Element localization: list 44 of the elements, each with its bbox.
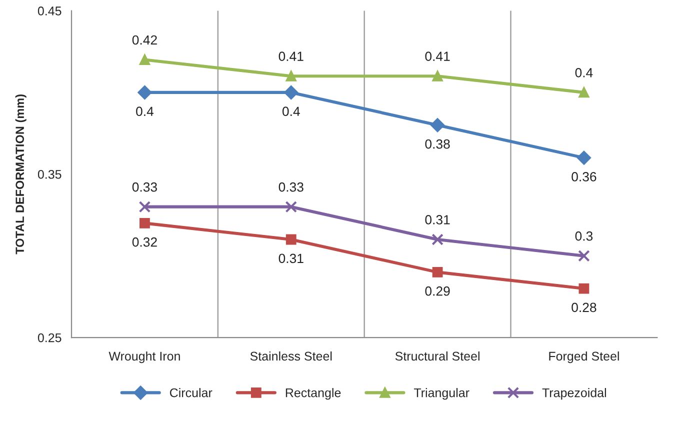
x-tick-label: Stainless Steel — [250, 351, 332, 361]
data-label: 0.4 — [136, 106, 154, 116]
x-tick-label: Forged Steel — [549, 351, 619, 364]
data-label: 0.31 — [425, 215, 450, 224]
point — [138, 200, 151, 213]
data-label: 0.41 — [425, 52, 450, 61]
point — [284, 86, 298, 100]
point — [285, 200, 298, 213]
data-label: 0.33 — [278, 182, 304, 192]
data-label: 0.38 — [425, 139, 450, 149]
point — [140, 54, 150, 65]
legend-label: Circular — [170, 388, 212, 398]
y-tick-label: 0.45 — [38, 6, 62, 16]
y-tick-label: 0.25 — [38, 333, 62, 342]
point — [286, 234, 296, 245]
point — [578, 87, 590, 98]
legend-label: Triangular — [414, 388, 470, 400]
y-tick-label: 0.35 — [38, 170, 62, 179]
point — [138, 86, 152, 100]
data-label: 0.3 — [575, 231, 593, 241]
data-label: 0.32 — [132, 237, 157, 247]
point — [430, 118, 444, 132]
point — [286, 70, 296, 82]
x-tick-label: Wrought Iron — [108, 351, 180, 364]
legend-label: Trapezoidal — [542, 388, 606, 400]
data-label: 0.36 — [572, 172, 596, 182]
data-label: 0.4 — [575, 68, 593, 78]
data-label: 0.28 — [572, 302, 596, 312]
y-axis-title: TOTAL DEFORMATION (mm) — [15, 94, 26, 254]
data-label: 0.29 — [425, 286, 450, 296]
legend-label: Rectangle — [286, 388, 341, 400]
x-tick-label: Structural Steel — [395, 351, 480, 361]
point — [432, 70, 443, 82]
data-label: 0.4 — [282, 106, 300, 116]
point — [577, 150, 591, 165]
point — [432, 234, 444, 246]
data-label: 0.41 — [278, 52, 304, 61]
point — [578, 250, 590, 262]
data-label: 0.31 — [278, 254, 304, 264]
data-label: 0.42 — [132, 35, 157, 45]
data-label: 0.33 — [132, 182, 157, 192]
point — [432, 266, 443, 278]
point — [578, 283, 590, 294]
point — [140, 218, 150, 228]
